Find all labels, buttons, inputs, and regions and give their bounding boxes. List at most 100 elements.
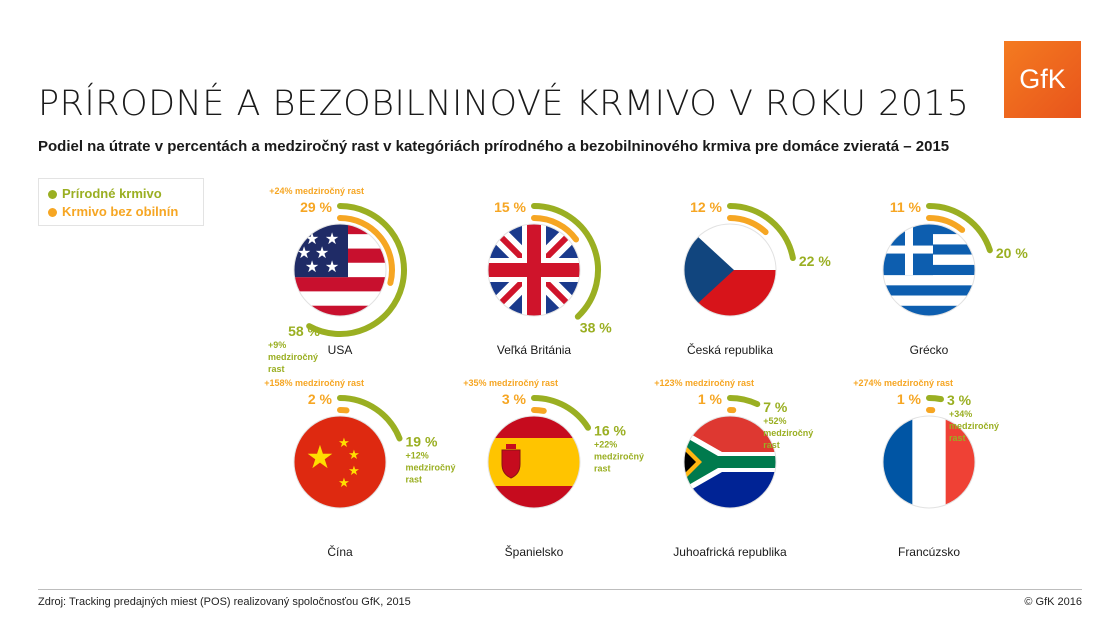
arc-grainfree	[337, 215, 395, 286]
svg-text:★: ★	[338, 476, 350, 491]
label-grainfree: 1 %	[698, 391, 723, 407]
growth-natural: rast	[763, 440, 780, 450]
country-usa: ★ ★★ ★★ ★ 29 % +24% medziročný rast 58 %+9% med…	[268, 186, 408, 374]
flag-china-icon: ★ ★★★★	[294, 416, 386, 508]
flag-outline	[293, 415, 387, 509]
arc-natural	[926, 203, 993, 254]
flag-spain-icon	[488, 416, 580, 508]
label-grainfree: 11 %	[890, 199, 922, 215]
growth-grainfree: +123% medziročný rast	[654, 378, 754, 388]
country-spain: 3 % +35% medziročný rast 16 %+22% medziročn…	[463, 378, 644, 559]
country-france: 1 % +274% medziročný rast 3 %+34% medziročn…	[853, 378, 999, 559]
growth-grainfree: +274% medziročný rast	[853, 378, 953, 388]
growth-natural: rast	[949, 433, 966, 443]
legend-label-grainfree: Krmivo bez obilnín	[62, 204, 179, 219]
growth-natural: medziročný	[594, 452, 644, 462]
label-natural: 19 %	[406, 433, 438, 449]
growth-natural: rast	[406, 474, 423, 484]
arc-natural	[337, 395, 403, 442]
label-grainfree: 3 %	[502, 391, 527, 407]
label-grainfree: 2 %	[308, 391, 333, 407]
country-name: Juhoafrická republika	[673, 545, 787, 559]
growth-grainfree: +24% medziročný rast	[269, 186, 364, 196]
flag-outline	[882, 223, 976, 317]
label-grainfree: 12 %	[690, 199, 722, 215]
label-natural: 20 %	[996, 245, 1028, 261]
country-name: Grécko	[910, 343, 949, 357]
arc-natural	[531, 203, 601, 320]
growth-natural: medziročný	[763, 428, 813, 438]
gfk-logo: GfK	[1004, 41, 1081, 118]
flag-outline	[683, 415, 777, 509]
country-south-africa: 1 % +123% medziročný rast 7 %+52% medziročn…	[654, 378, 813, 559]
label-grainfree: 29 %	[300, 199, 332, 215]
legend-label-natural: Prírodné krmivo	[62, 186, 162, 201]
growth-natural: medziročný	[406, 462, 456, 472]
label-natural: 7 %	[763, 399, 788, 415]
growth-natural: +22%	[594, 440, 617, 450]
country-name: Česká republika	[687, 342, 773, 357]
label-natural: 38 %	[580, 320, 612, 336]
country-name: Španielsko	[505, 544, 564, 559]
flag-outline	[683, 223, 777, 317]
svg-text:★: ★	[305, 257, 319, 276]
country-name: Veľká Británia	[497, 343, 572, 357]
label-grainfree: 15 %	[494, 199, 526, 215]
page-title: PRÍRODNÉ A BEZOBILNINOVÉ KRMIVO V ROKU 2…	[38, 84, 970, 124]
arc-natural	[727, 203, 796, 262]
footer-divider	[38, 589, 1082, 590]
flag-south-africa-icon	[684, 416, 776, 508]
svg-text:★: ★	[315, 243, 329, 262]
growth-natural: rast	[268, 364, 285, 374]
growth-natural: medziročný	[268, 352, 318, 362]
flag-outline	[487, 415, 581, 509]
flag-outline	[293, 223, 387, 317]
svg-text:★: ★	[297, 243, 311, 262]
growth-natural: rast	[594, 464, 611, 474]
country-uk: 15 % 38 % Veľká Británia	[487, 199, 612, 357]
label-natural: 22 %	[799, 253, 831, 269]
page-subtitle: Podiel na útrate v percentách a medziroč…	[38, 138, 950, 155]
country-name: Francúzsko	[898, 545, 960, 559]
flag-outline	[882, 415, 976, 509]
country-czech: 12 % 22 % Česká republika	[683, 199, 831, 357]
flag-greece-icon	[883, 224, 975, 316]
copyright-note: © GfK 2016	[1024, 596, 1082, 608]
flag-outline	[487, 223, 581, 317]
svg-text:★: ★	[325, 257, 339, 276]
flag-usa-icon: ★ ★★ ★★ ★	[294, 224, 386, 316]
growth-natural: medziročný	[949, 421, 999, 431]
legend-swatch-grainfree	[48, 207, 57, 217]
country-name: USA	[328, 343, 353, 357]
arc-grainfree	[926, 215, 966, 233]
growth-natural: +12%	[406, 450, 429, 460]
growth-natural: +34%	[949, 409, 972, 419]
arc-grainfree	[531, 407, 547, 414]
label-natural: 58 %	[288, 323, 320, 339]
source-note: Zdroj: Tracking predajných miest (POS) r…	[38, 596, 411, 608]
svg-text:★: ★	[306, 438, 335, 476]
svg-text:★: ★	[348, 464, 360, 479]
logo-text: GfK	[1019, 64, 1066, 94]
svg-text:★: ★	[348, 448, 360, 463]
country-greece: 11 % 20 % Grécko	[882, 199, 1028, 357]
svg-text:★: ★	[338, 436, 350, 451]
arc-natural	[727, 395, 761, 408]
label-natural: 3 %	[947, 392, 972, 408]
label-natural: 16 %	[594, 423, 626, 439]
legend-swatch-natural	[48, 189, 57, 199]
arc-grainfree	[727, 215, 769, 236]
label-grainfree: 1 %	[897, 391, 922, 407]
arc-natural	[926, 394, 944, 403]
arc-natural	[306, 203, 408, 337]
growth-natural: +9%	[268, 340, 286, 350]
growth-grainfree: +35% medziročný rast	[463, 378, 558, 388]
country-name: Čína	[327, 544, 353, 559]
arc-grainfree	[531, 215, 580, 243]
growth-grainfree: +158% medziročný rast	[264, 378, 364, 388]
legend-item-grainfree: Krmivo bez obilnín	[48, 203, 203, 221]
growth-natural: +52%	[763, 416, 786, 426]
arc-natural	[531, 395, 592, 431]
